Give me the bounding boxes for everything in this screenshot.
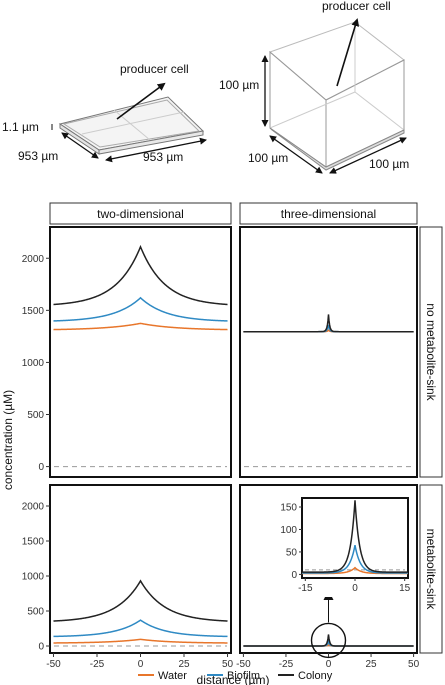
row-header-top: no metabolite-sink bbox=[424, 303, 438, 401]
inset-y-tick-label: 50 bbox=[286, 547, 298, 558]
width-dim-line bbox=[61, 132, 99, 159]
width-label-3d: 100 µm bbox=[248, 151, 288, 165]
producer-label-3d: producer cell bbox=[322, 0, 391, 13]
row-header-bottom: metabolite-sink bbox=[424, 529, 438, 611]
row-strip-top bbox=[419, 226, 443, 478]
depth-label-3d: 100 µm bbox=[369, 157, 409, 171]
facet-strips: two-dimensional three-dimensional no met… bbox=[49, 202, 443, 654]
legend-label: Colony bbox=[298, 670, 333, 682]
main-series-colony bbox=[243, 634, 414, 647]
inset-x-tick-label: -15 bbox=[298, 583, 313, 594]
col-header-3d: three-dimensional bbox=[281, 207, 376, 221]
y-tick-label: 500 bbox=[27, 607, 44, 618]
producer-arrow-3d bbox=[336, 18, 360, 87]
cube-shape bbox=[269, 21, 405, 171]
main-series-water bbox=[53, 638, 228, 644]
diagram-2d: producer cell 1.1 µm 953 µm 953 µm bbox=[2, 62, 207, 164]
row-strip-bottom bbox=[419, 484, 443, 654]
width-label-2d: 953 µm bbox=[18, 149, 58, 163]
producer-label-2d: producer cell bbox=[120, 62, 189, 76]
x-tick-label: 25 bbox=[178, 659, 190, 670]
legend-item-colony: Colony bbox=[278, 670, 333, 682]
y-tick-label: 0 bbox=[38, 462, 44, 473]
inset-series-colony bbox=[302, 500, 408, 573]
x-tick-label: 50 bbox=[408, 659, 420, 670]
panel-frame bbox=[49, 484, 232, 654]
legend-label: Biofilm bbox=[227, 670, 260, 682]
main-series-colony bbox=[243, 314, 414, 333]
diagram-3d: producer cell 100 µm 100 µm 100 µm bbox=[219, 0, 409, 174]
x-tick-label: 50 bbox=[222, 659, 234, 670]
main-series-colony bbox=[53, 244, 228, 306]
x-tick-label: 0 bbox=[326, 659, 332, 670]
panel-3: 0 500 1000 1500 2000 -50 -25 0 25 50 bbox=[22, 484, 234, 670]
x-tick-label: 0 bbox=[138, 659, 144, 670]
main-series-water bbox=[53, 322, 228, 331]
x-tick-label: -25 bbox=[90, 659, 105, 670]
inset-x-tick-label: 0 bbox=[352, 583, 358, 594]
height-label-3d: 100 µm bbox=[219, 78, 259, 92]
inset-y-tick-label: 0 bbox=[291, 570, 297, 581]
inset-y-tick-label: 100 bbox=[280, 525, 297, 536]
x-tick-label: -25 bbox=[279, 659, 294, 670]
inset-y-tick-label: 150 bbox=[280, 502, 297, 513]
thickness-label: 1.1 µm bbox=[2, 120, 39, 134]
depth-dim-line bbox=[105, 137, 207, 163]
y-tick-label: 1500 bbox=[22, 537, 45, 548]
main-series-biofilm bbox=[53, 296, 228, 322]
y-axis-label: concentration (µM) bbox=[1, 390, 15, 490]
producer-arrow-2d bbox=[116, 82, 166, 120]
inset-x-tick-label: 15 bbox=[399, 583, 411, 594]
depth-dim-line-3d bbox=[329, 137, 407, 174]
y-tick-label: 2000 bbox=[22, 502, 45, 513]
main-series-biofilm bbox=[53, 619, 228, 638]
col-strip-2d bbox=[49, 202, 232, 225]
col-strip-3d bbox=[239, 202, 418, 225]
y-tick-label: 0 bbox=[38, 642, 44, 653]
y-tick-label: 500 bbox=[27, 410, 44, 421]
x-tick-label: 25 bbox=[365, 659, 377, 670]
depth-label-2d: 953 µm bbox=[143, 150, 183, 164]
x-tick-label: -50 bbox=[46, 659, 61, 670]
y-tick-label: 1500 bbox=[22, 306, 45, 317]
legend-item-biofilm: Biofilm bbox=[207, 670, 260, 682]
panel-frame bbox=[239, 226, 418, 478]
panel-1: 0 500 1000 1500 2000 bbox=[22, 226, 232, 478]
legend: Water Biofilm Colony bbox=[138, 670, 333, 682]
y-tick-label: 1000 bbox=[22, 572, 45, 583]
panel-2 bbox=[239, 226, 418, 478]
panel-frame bbox=[49, 226, 232, 478]
inset-series-biofilm bbox=[302, 545, 408, 574]
legend-label: Water bbox=[158, 670, 187, 682]
legend-item-water: Water bbox=[138, 670, 187, 682]
y-tick-label: 2000 bbox=[22, 254, 45, 265]
width-dim-line-3d bbox=[269, 135, 323, 174]
main-series-colony bbox=[53, 579, 228, 622]
x-tick-label: -50 bbox=[236, 659, 251, 670]
inset-frame bbox=[301, 497, 409, 579]
zoom-circle bbox=[310, 622, 347, 659]
col-header-2d: two-dimensional bbox=[97, 207, 184, 221]
y-tick-label: 1000 bbox=[22, 358, 45, 369]
